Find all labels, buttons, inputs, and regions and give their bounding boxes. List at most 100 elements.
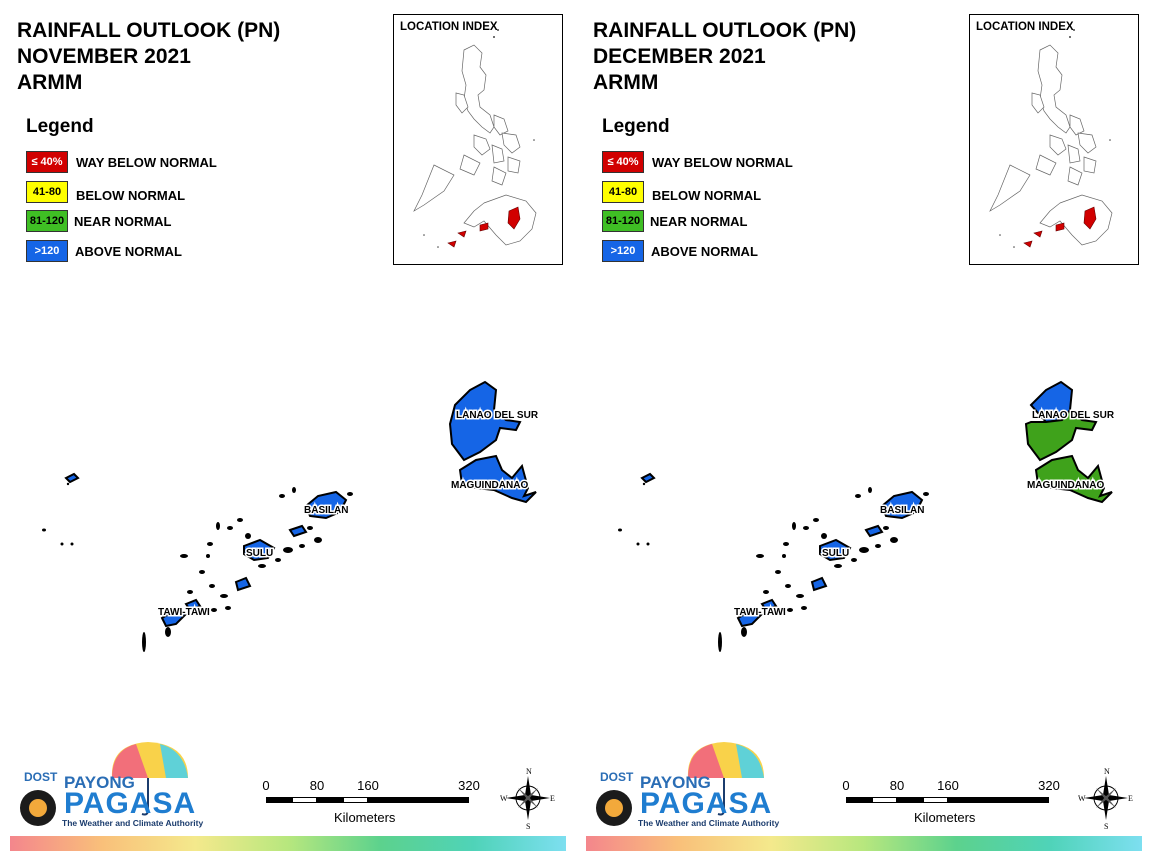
legend-swatch: 41-80 bbox=[26, 181, 68, 203]
legend-swatch: 81-120 bbox=[602, 210, 644, 232]
legend-title: Legend bbox=[26, 116, 94, 137]
scale-tick: 320 bbox=[1038, 778, 1060, 793]
legend-item-near-normal: 81-120 NEAR NORMAL bbox=[26, 210, 172, 232]
legend-item-near-normal: 81-120 NEAR NORMAL bbox=[602, 210, 748, 232]
legend-label: WAY BELOW NORMAL bbox=[652, 154, 793, 170]
province-shapes bbox=[640, 380, 1113, 628]
legend-swatch: >120 bbox=[602, 240, 644, 262]
armm-province-map: LANAO DEL SUR MAGUINDANAO BASILAN SULU T… bbox=[618, 380, 1117, 652]
logo-pagasa-text: PAGASA bbox=[640, 787, 773, 820]
legend-label: ABOVE NORMAL bbox=[651, 243, 758, 259]
label-maguindanao: MAGUINDANAO bbox=[451, 480, 528, 491]
payong-pagasa-logo: DOST PAYONG PAGASA The Weather and Clima… bbox=[592, 740, 792, 835]
legend-swatch: 41-80 bbox=[602, 181, 644, 203]
label-lanao-del-sur: LANAO DEL SUR bbox=[456, 410, 539, 421]
scale-bar: 0 80 160 320 Kilometers bbox=[262, 778, 492, 828]
label-lanao-del-sur: LANAO DEL SUR bbox=[1032, 410, 1115, 421]
province-sulu bbox=[819, 538, 852, 562]
province-maguindanao bbox=[458, 454, 537, 504]
scale-tick: 80 bbox=[889, 778, 905, 793]
province-sulu bbox=[243, 538, 276, 562]
location-index-title: LOCATION INDEX bbox=[400, 21, 498, 33]
legend-item-below-normal: 41-80 BELOW NORMAL bbox=[602, 181, 761, 203]
outlook-panel-november: RAINFALL OUTLOOK (PN) NOVEMBER 2021 ARMM… bbox=[10, 14, 566, 851]
legend-item-way-below-normal: ≤ 40% WAY BELOW NORMAL bbox=[26, 151, 217, 173]
scale-segment bbox=[266, 797, 292, 803]
legend-item-above-normal: >120 ABOVE NORMAL bbox=[602, 240, 758, 262]
legend-swatch: ≤ 40% bbox=[26, 151, 68, 173]
label-tawi-tawi: TAWI-TAWI bbox=[734, 607, 786, 618]
scale-segment bbox=[368, 797, 469, 803]
compass-n: N bbox=[526, 767, 532, 776]
scale-segment bbox=[846, 797, 872, 803]
scale-segment bbox=[292, 797, 317, 803]
legend-swatch: 81-120 bbox=[26, 210, 68, 232]
legend-label: WAY BELOW NORMAL bbox=[76, 154, 217, 170]
location-index-map: LOCATION INDEX bbox=[393, 14, 563, 265]
scale-tick: 320 bbox=[458, 778, 480, 793]
province-lanao-del-sur bbox=[448, 380, 522, 462]
scale-tick: 80 bbox=[309, 778, 325, 793]
small-islands bbox=[618, 482, 929, 652]
philippines-index-map bbox=[413, 29, 537, 248]
umbrella-icon bbox=[596, 742, 764, 826]
legend-label: NEAR NORMAL bbox=[650, 213, 748, 229]
scale-unit: Kilometers bbox=[914, 810, 976, 825]
scale-segment bbox=[897, 797, 923, 803]
compass-s: S bbox=[1104, 822, 1108, 830]
title-line-1: RAINFALL OUTLOOK (PN) bbox=[593, 19, 857, 42]
scale-segment bbox=[343, 797, 368, 803]
label-sulu: SULU bbox=[246, 548, 273, 559]
scale-unit: Kilometers bbox=[334, 810, 396, 825]
compass-e: E bbox=[550, 794, 555, 803]
title-line-3: ARMM bbox=[17, 71, 83, 94]
province-labels: LANAO DEL SUR MAGUINDANAO BASILAN SULU T… bbox=[157, 409, 541, 620]
outlook-panel-december: RAINFALL OUTLOOK (PN) DECEMBER 2021 ARMM… bbox=[576, 0, 1152, 864]
scale-segment bbox=[923, 797, 948, 803]
title-line-3: ARMM bbox=[593, 71, 659, 94]
title-line-1: RAINFALL OUTLOOK (PN) bbox=[17, 19, 281, 42]
province-labels: LANAO DEL SUR MAGUINDANAO BASILAN SULU T… bbox=[733, 409, 1117, 620]
logo-tagline: The Weather and Climate Authority bbox=[638, 818, 780, 828]
location-index-map: LOCATION INDEX bbox=[969, 14, 1139, 265]
legend-title: Legend bbox=[602, 116, 670, 137]
umbrella-icon bbox=[20, 742, 188, 826]
province-lanao-del-sur bbox=[1024, 408, 1098, 462]
scale-segment bbox=[872, 797, 897, 803]
map-title: RAINFALL OUTLOOK (PN) DECEMBER 2021 ARMM bbox=[593, 18, 856, 96]
province-maguindanao bbox=[1034, 454, 1113, 504]
logo-payong-text: PAYONG bbox=[64, 773, 135, 792]
province-basilan bbox=[880, 490, 924, 520]
scale-tick: 160 bbox=[357, 778, 379, 793]
logo-payong-text: PAYONG bbox=[640, 773, 711, 792]
payong-pagasa-logo: DOST PAYONG PAGASA The Weather and Clima… bbox=[16, 740, 216, 835]
compass-n: N bbox=[1104, 767, 1110, 776]
compass-s: S bbox=[526, 822, 530, 830]
map-title: RAINFALL OUTLOOK (PN) NOVEMBER 2021 ARMM bbox=[17, 18, 280, 96]
legend-label: NEAR NORMAL bbox=[74, 213, 172, 229]
scale-tick: 0 bbox=[842, 778, 850, 793]
compass-e: E bbox=[1128, 794, 1133, 803]
legend-label: BELOW NORMAL bbox=[652, 187, 762, 203]
scale-tick: 0 bbox=[262, 778, 270, 793]
title-line-2: NOVEMBER 2021 bbox=[17, 45, 191, 68]
scale-tick: 160 bbox=[937, 778, 959, 793]
scale-segment bbox=[317, 797, 343, 803]
province-tawi-tawi bbox=[736, 608, 764, 628]
small-islands bbox=[42, 482, 353, 652]
logo-tagline: The Weather and Climate Authority bbox=[62, 818, 204, 828]
legend-label: ABOVE NORMAL bbox=[75, 243, 182, 259]
legend-swatch: >120 bbox=[26, 240, 68, 262]
title-line-2: DECEMBER 2021 bbox=[593, 45, 766, 68]
province-shapes bbox=[64, 380, 537, 628]
compass-rose-icon: N S W E bbox=[500, 766, 556, 831]
footer-gradient-bar bbox=[586, 836, 1142, 851]
scale-segment bbox=[948, 797, 1049, 803]
logo-dost-text: DOST bbox=[24, 770, 58, 784]
legend-item-above-normal: >120 ABOVE NORMAL bbox=[26, 240, 182, 262]
province-tawi-tawi bbox=[160, 608, 188, 628]
label-basilan: BASILAN bbox=[880, 505, 924, 516]
legend-swatch: ≤ 40% bbox=[602, 151, 644, 173]
armm-province-map: LANAO DEL SUR MAGUINDANAO BASILAN SULU T… bbox=[42, 380, 541, 652]
label-basilan: BASILAN bbox=[304, 505, 348, 516]
